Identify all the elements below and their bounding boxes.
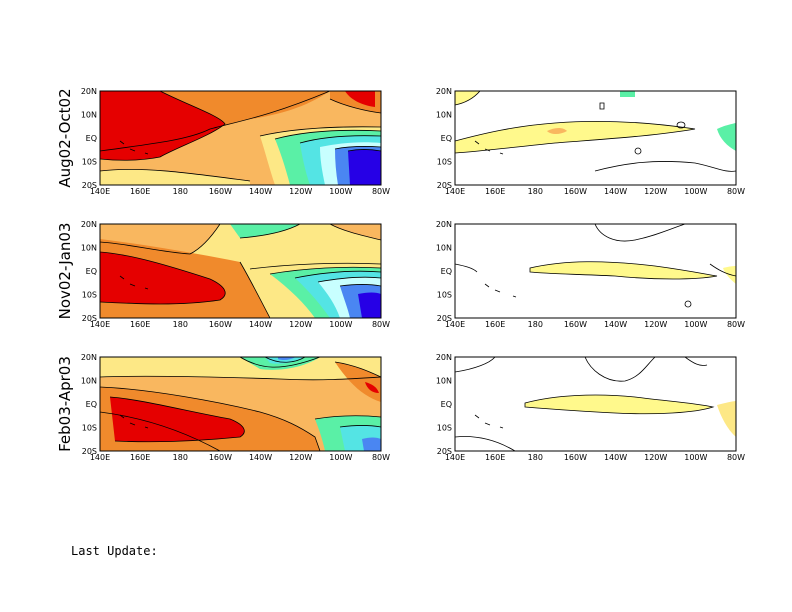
lon-tick-label: 140E: [90, 320, 110, 329]
lon-tick-label: 160W: [209, 453, 232, 462]
lon-tick-label: 160E: [130, 320, 150, 329]
lon-tick-label: 140W: [604, 453, 627, 462]
lat-tick-label: 20S: [82, 181, 97, 190]
lon-tick-label: 180: [173, 187, 188, 196]
lat-tick-label: 20N: [436, 353, 452, 362]
lon-tick-label: 100W: [329, 453, 352, 462]
lon-tick-label: 120W: [289, 453, 312, 462]
lon-tick-label: 180: [173, 320, 188, 329]
lon-tick-label: 160W: [564, 187, 587, 196]
lat-tick-label: EQ: [441, 400, 452, 409]
lon-tick-label: 180: [528, 320, 543, 329]
lon-tick-label: 160E: [485, 320, 505, 329]
lon-tick-label: 160E: [130, 453, 150, 462]
lon-tick-label: 140W: [249, 187, 272, 196]
lon-tick-label: 140W: [604, 320, 627, 329]
lon-tick-label: 80W: [727, 320, 745, 329]
lat-tick-label: 20N: [81, 87, 97, 96]
lat-tick-label: EQ: [86, 400, 97, 409]
lon-tick-label: 160W: [209, 320, 232, 329]
lat-tick-label: 20N: [436, 220, 452, 229]
lon-tick-label: 120W: [644, 453, 667, 462]
map-panel-left-2: [99, 223, 382, 319]
lat-tick-label: 10N: [436, 111, 452, 120]
lon-tick-label: 180: [528, 453, 543, 462]
lon-tick-label: 160E: [485, 187, 505, 196]
lat-tick-label: 10N: [436, 244, 452, 253]
map-panel-left-3: [99, 356, 382, 452]
lat-tick-label: 20N: [436, 87, 452, 96]
lon-tick-label: 100W: [684, 453, 707, 462]
lon-tick-label: 160E: [130, 187, 150, 196]
lon-tick-label: 140W: [249, 453, 272, 462]
lon-tick-label: 140E: [445, 187, 465, 196]
lon-tick-label: 160E: [485, 453, 505, 462]
lon-tick-label: 140E: [90, 453, 110, 462]
lon-tick-label: 100W: [329, 320, 352, 329]
lat-tick-label: 20S: [82, 314, 97, 323]
lon-tick-label: 140E: [445, 453, 465, 462]
lon-tick-label: 100W: [329, 187, 352, 196]
lon-tick-label: 80W: [372, 187, 390, 196]
lon-tick-label: 160W: [209, 187, 232, 196]
lat-tick-label: 10N: [436, 377, 452, 386]
lon-tick-label: 160W: [564, 453, 587, 462]
lat-tick-label: EQ: [86, 267, 97, 276]
map-panel-right-1: [454, 90, 737, 186]
lon-tick-label: 80W: [372, 320, 390, 329]
lat-tick-label: 20S: [437, 447, 452, 456]
lat-tick-label: 20N: [81, 353, 97, 362]
row-label-1: Aug02-Oct02: [56, 88, 74, 187]
lat-tick-label: EQ: [86, 134, 97, 143]
lon-tick-label: 120W: [289, 187, 312, 196]
last-update-label: Last Update:: [71, 544, 158, 558]
lon-tick-label: 140E: [90, 187, 110, 196]
lat-tick-label: 10S: [82, 158, 97, 167]
lat-tick-label: 10N: [81, 244, 97, 253]
lat-tick-label: 20S: [437, 181, 452, 190]
lat-tick-label: 10S: [437, 291, 452, 300]
lon-tick-label: 120W: [644, 187, 667, 196]
lat-tick-label: EQ: [441, 267, 452, 276]
lon-tick-label: 120W: [644, 320, 667, 329]
map-panel-right-2: [454, 223, 737, 319]
lon-tick-label: 180: [528, 187, 543, 196]
lon-tick-label: 140E: [445, 320, 465, 329]
lat-tick-label: 10N: [81, 111, 97, 120]
lon-tick-label: 180: [173, 453, 188, 462]
lat-tick-label: 10S: [437, 158, 452, 167]
lat-tick-label: 10S: [82, 291, 97, 300]
lat-tick-label: 10N: [81, 377, 97, 386]
lat-tick-label: 20S: [82, 447, 97, 456]
lat-tick-label: 20N: [81, 220, 97, 229]
row-label-2: Nov02-Jan03: [56, 223, 74, 320]
lat-tick-label: 20S: [437, 314, 452, 323]
lon-tick-label: 160W: [564, 320, 587, 329]
lon-tick-label: 140W: [249, 320, 272, 329]
lon-tick-label: 80W: [372, 453, 390, 462]
lat-tick-label: EQ: [441, 134, 452, 143]
lat-tick-label: 10S: [437, 424, 452, 433]
map-panel-right-3: [454, 356, 737, 452]
lon-tick-label: 80W: [727, 187, 745, 196]
lon-tick-label: 100W: [684, 187, 707, 196]
lon-tick-label: 120W: [289, 320, 312, 329]
map-panel-left-1: [99, 90, 382, 186]
lon-tick-label: 140W: [604, 187, 627, 196]
row-label-3: Feb03-Apr03: [56, 356, 74, 452]
lon-tick-label: 100W: [684, 320, 707, 329]
lon-tick-label: 80W: [727, 453, 745, 462]
lat-tick-label: 10S: [82, 424, 97, 433]
